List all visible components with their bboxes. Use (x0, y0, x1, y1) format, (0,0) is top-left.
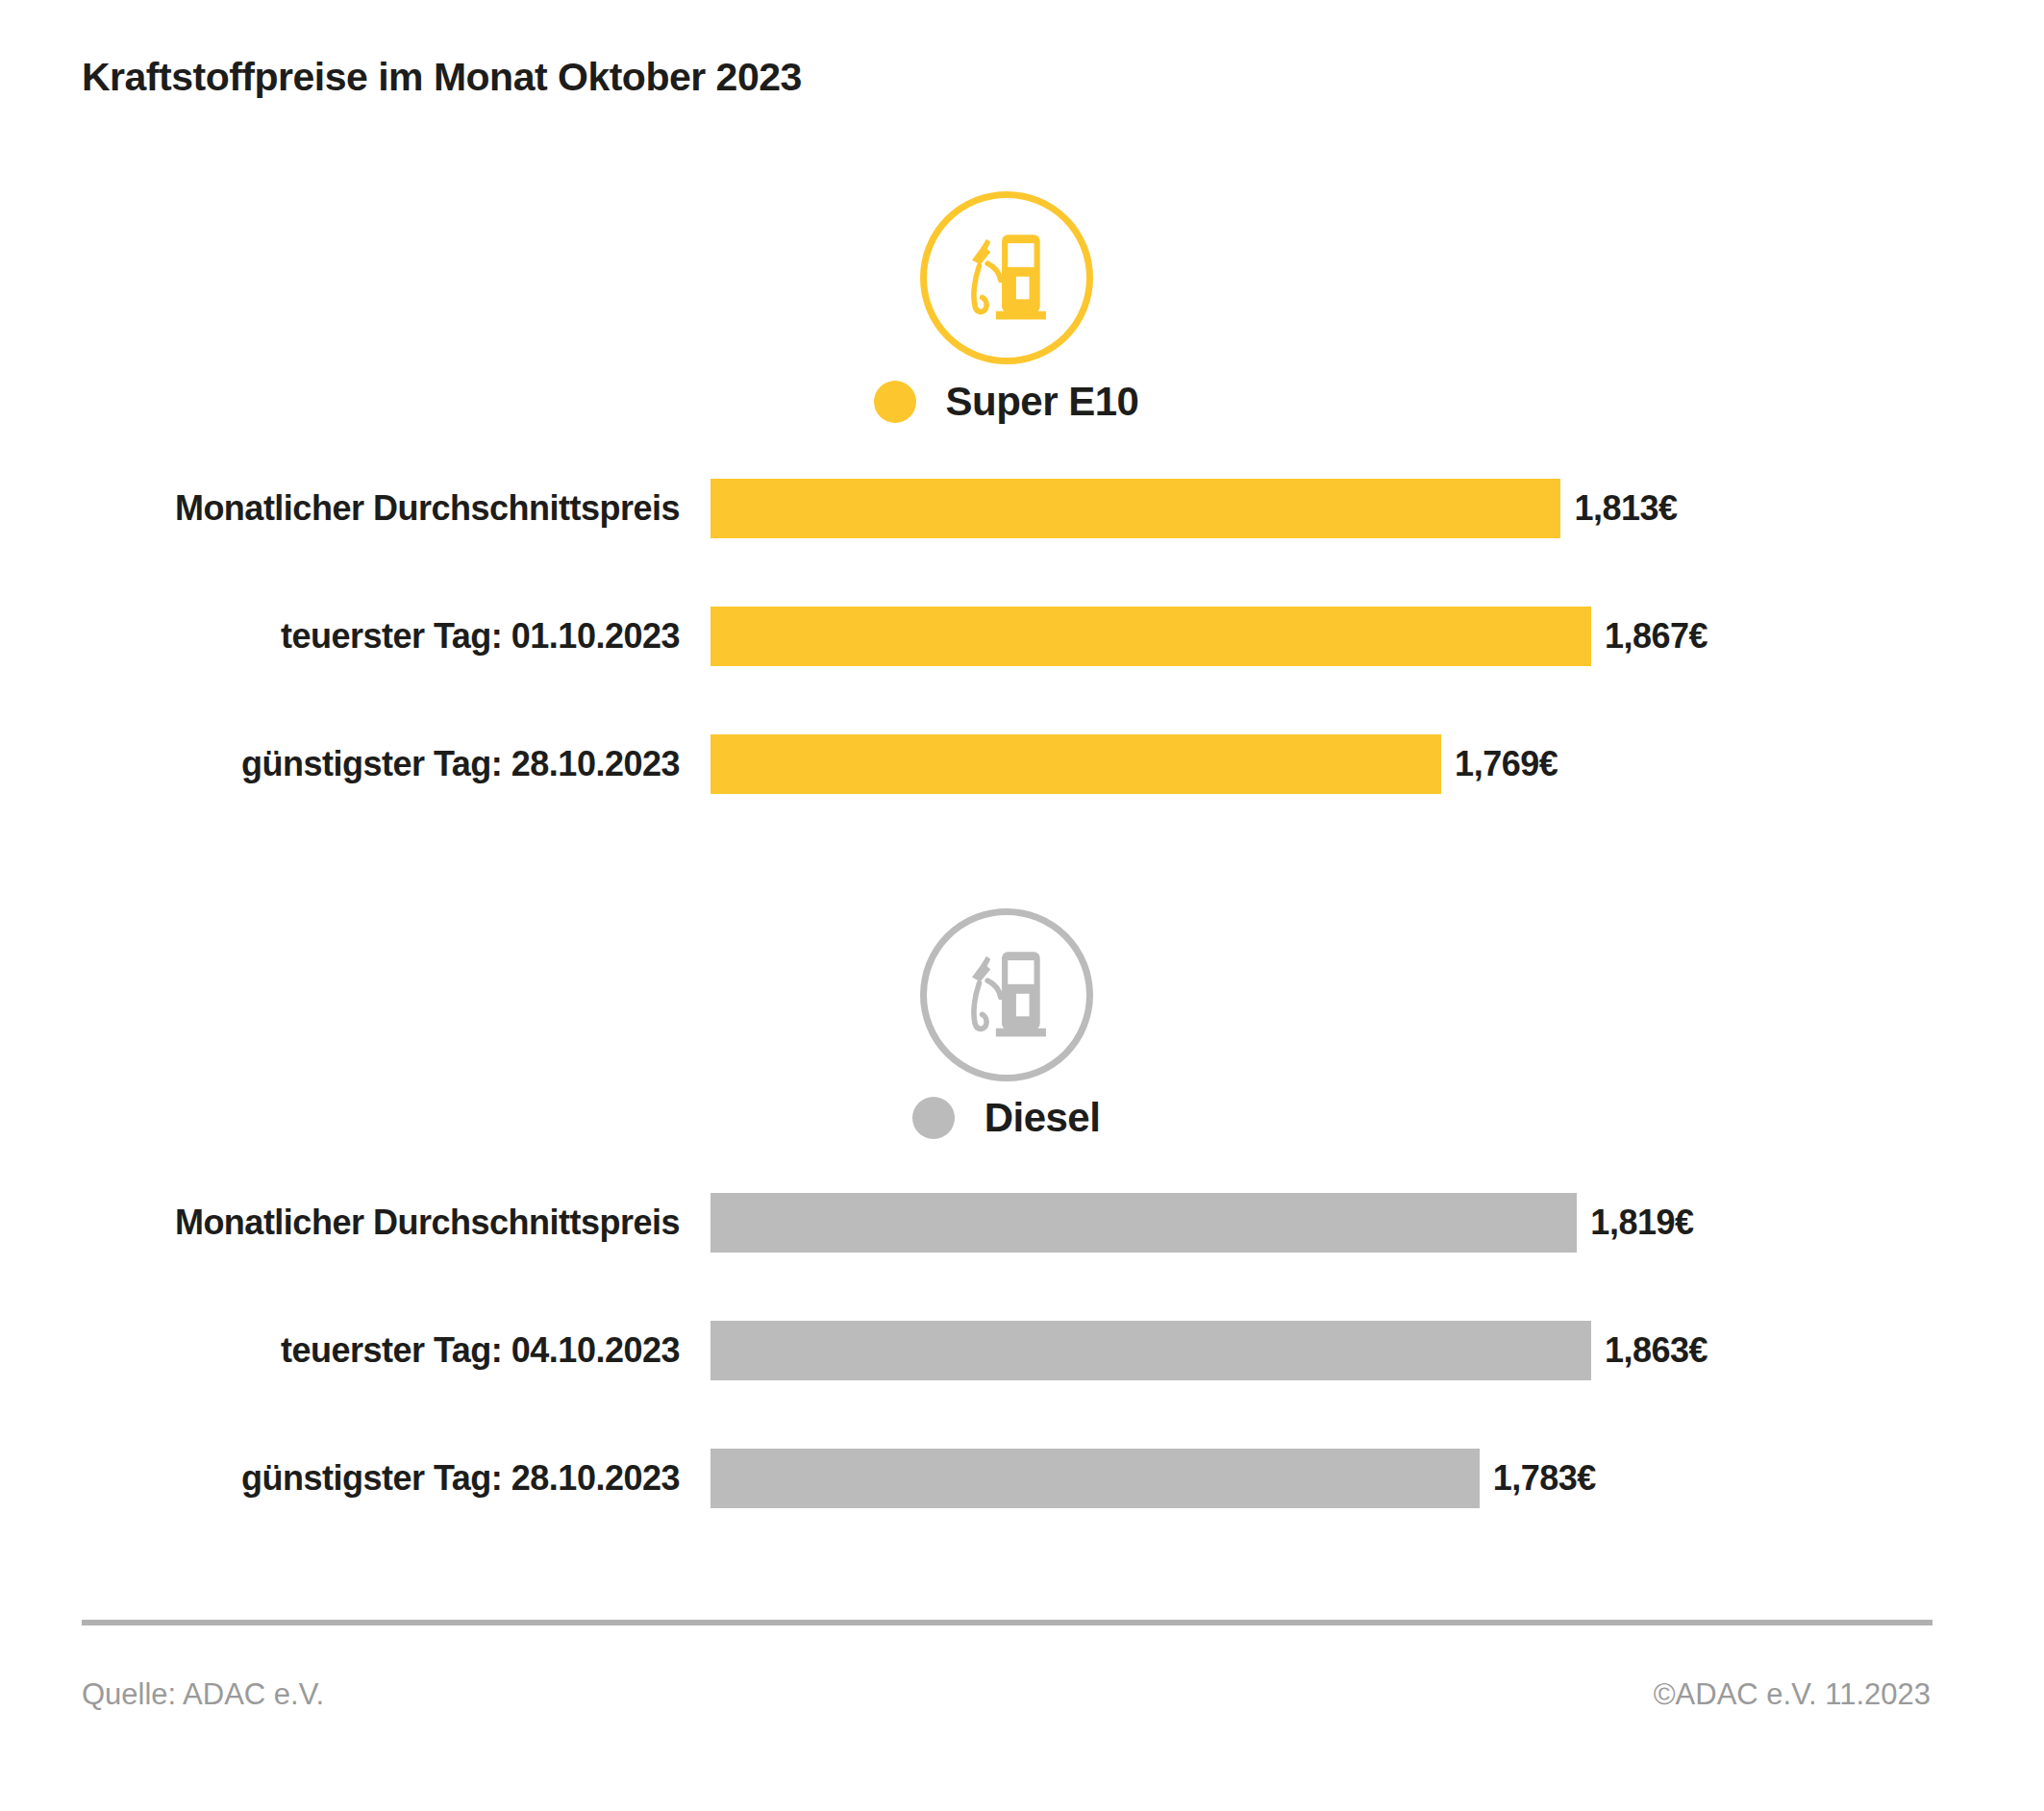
bar-value: 1,819€ (1590, 1203, 1693, 1243)
bar-group-super-e10: Monatlicher Durchschnittspreis 1,813€ te… (82, 479, 1931, 794)
bar-track: 1,867€ (710, 607, 1707, 666)
footer-divider (82, 1620, 1932, 1625)
footer: Quelle: ADAC e.V. ©ADAC e.V. 11.2023 (82, 1677, 1931, 1712)
page-title: Kraftstoffpreise im Monat Oktober 2023 (82, 0, 1931, 100)
bar-label: günstigster Tag: 28.10.2023 (82, 1458, 680, 1499)
bar-row-super-min: günstigster Tag: 28.10.2023 1,769€ (82, 734, 1931, 794)
bar-track: 1,783€ (710, 1449, 1707, 1508)
bar-value: 1,783€ (1493, 1458, 1596, 1499)
bar-label: günstigster Tag: 28.10.2023 (82, 744, 680, 784)
bar-label: teuerster Tag: 04.10.2023 (82, 1330, 680, 1371)
legend-diesel: Diesel (82, 1095, 1931, 1141)
bar-value: 1,863€ (1605, 1330, 1707, 1371)
legend-label-super-e10: Super E10 (946, 379, 1139, 425)
bar-super-max (710, 607, 1591, 666)
legend-dot-diesel (912, 1097, 955, 1139)
bar-row-super-avg: Monatlicher Durchschnittspreis 1,813€ (82, 479, 1931, 538)
bar-super-avg (710, 479, 1560, 538)
bar-row-diesel-max: teuerster Tag: 04.10.2023 1,863€ (82, 1321, 1931, 1380)
bar-value: 1,769€ (1455, 744, 1558, 784)
infographic-page: Kraftstoffpreise im Monat Oktober 2023 (0, 0, 2044, 1811)
bar-track: 1,769€ (710, 734, 1707, 794)
diesel-section-icon (82, 908, 1931, 1081)
bar-track: 1,813€ (710, 479, 1707, 538)
bar-value: 1,813€ (1574, 488, 1677, 529)
fuel-pump-icon (920, 191, 1093, 364)
legend-super-e10: Super E10 (82, 379, 1931, 425)
bar-row-super-max: teuerster Tag: 01.10.2023 1,867€ (82, 607, 1931, 666)
fuel-pump-icon (920, 908, 1093, 1081)
legend-label-diesel: Diesel (985, 1095, 1101, 1141)
bar-label: teuerster Tag: 01.10.2023 (82, 616, 680, 657)
bar-diesel-min (710, 1449, 1480, 1508)
super-e10-section-icon (82, 191, 1931, 364)
bar-row-diesel-avg: Monatlicher Durchschnittspreis 1,819€ (82, 1193, 1931, 1253)
legend-dot-super-e10 (874, 381, 916, 423)
bar-diesel-avg (710, 1193, 1577, 1253)
source-note: Quelle: ADAC e.V. (82, 1677, 324, 1712)
bar-super-min (710, 734, 1441, 794)
bar-row-diesel-min: günstigster Tag: 28.10.2023 1,783€ (82, 1449, 1931, 1508)
bar-value: 1,867€ (1605, 616, 1707, 657)
bar-track: 1,863€ (710, 1321, 1707, 1380)
copyright-note: ©ADAC e.V. 11.2023 (1654, 1677, 1931, 1712)
bar-label: Monatlicher Durchschnittspreis (82, 488, 680, 529)
bar-group-diesel: Monatlicher Durchschnittspreis 1,819€ te… (82, 1193, 1931, 1508)
bar-label: Monatlicher Durchschnittspreis (82, 1203, 680, 1243)
bar-track: 1,819€ (710, 1193, 1707, 1253)
bar-diesel-max (710, 1321, 1591, 1380)
